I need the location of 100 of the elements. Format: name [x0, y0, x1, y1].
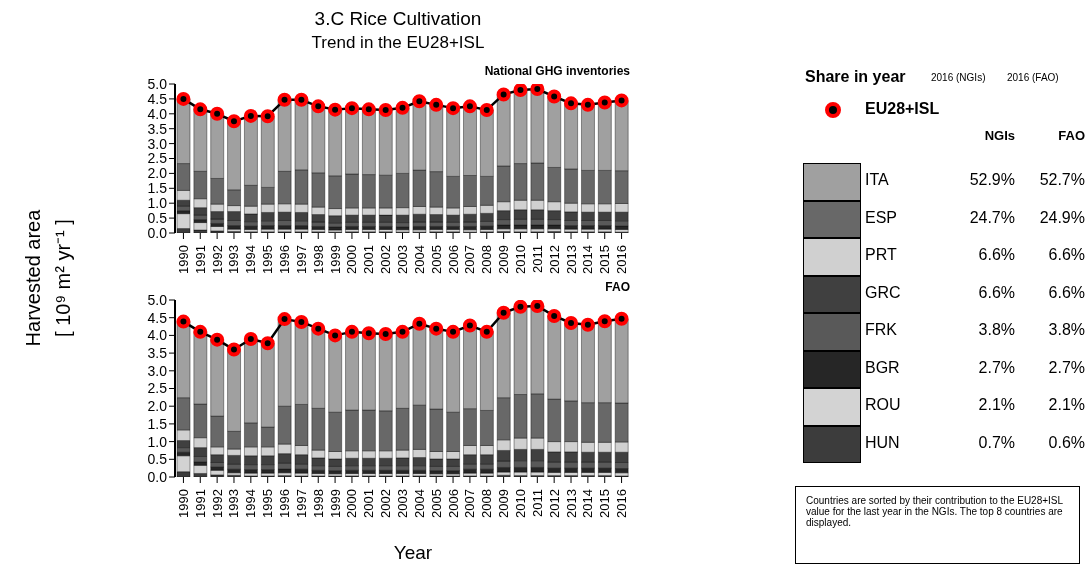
- legend-label: EU28+ISL: [865, 100, 940, 118]
- y-tick-label: 4.0: [147, 327, 168, 344]
- x-tick-label: 1992: [209, 489, 225, 518]
- x-axis-title: Year: [392, 542, 434, 564]
- x-tick-label: 2007: [462, 489, 478, 518]
- legend-label: ITA: [865, 171, 889, 189]
- legend-label: ESP: [865, 208, 898, 227]
- text: 2.7%: [977, 358, 1015, 377]
- y-tick-label: 0.5: [147, 451, 168, 468]
- x-tick-label: 1990: [175, 489, 191, 518]
- x-tick-label: 2002: [378, 489, 394, 518]
- y-tick-label: 3.0: [147, 135, 168, 152]
- y-tick-label: 3.5: [147, 120, 168, 137]
- x-tick-label: 2015: [597, 489, 613, 518]
- x-tick-label: 1993: [226, 245, 242, 274]
- x-tick-label: 2007: [462, 245, 478, 274]
- text: 6.6%: [977, 246, 1015, 264]
- text: 0.6%: [1047, 433, 1085, 452]
- text: 52.7%: [1038, 171, 1085, 189]
- x-tick-label: 2002: [378, 245, 394, 274]
- x-tick-label: 1999: [327, 245, 343, 274]
- text: 24.9%: [1038, 208, 1085, 227]
- x-tick-label: 2013: [563, 245, 579, 274]
- x-tick-label: 1994: [243, 245, 259, 274]
- x-tick-label: 2010: [512, 245, 528, 274]
- text: 3.8%: [977, 321, 1015, 339]
- y-tick-label: 4.5: [147, 309, 168, 326]
- x-tick-label: 2016: [614, 489, 630, 518]
- y-tick-label: 2.5: [147, 380, 168, 397]
- legend-title: Share in year: [805, 68, 906, 86]
- text: 52.9%: [968, 171, 1015, 189]
- text: 24.7%: [968, 208, 1015, 227]
- x-tick-label: 2004: [411, 245, 427, 274]
- x-tick-label: 1996: [277, 245, 293, 274]
- legend-label: PRT: [865, 246, 897, 264]
- x-tick-label: 2008: [479, 489, 495, 518]
- x-tick-label: 1991: [192, 245, 208, 274]
- text: NGIs: [983, 128, 1015, 143]
- x-tick-label: 1992: [209, 245, 225, 274]
- x-tick-label: 2005: [428, 245, 444, 274]
- legend-label: BGR: [865, 358, 900, 377]
- y-tick-label: 2.0: [147, 398, 168, 415]
- chart-title: FAO: [604, 280, 630, 294]
- text: Countries are sorted by their contribution to the EU28+ISL value for the last year in the NGIs. The top 8 countries are displayed.: [795, 486, 1080, 564]
- text: 2.7%: [1047, 358, 1085, 377]
- x-tick-label: 2006: [445, 489, 461, 518]
- x-tick-label: 1995: [260, 245, 276, 274]
- x-tick-label: 2000: [344, 245, 360, 274]
- text: FAO: [1057, 128, 1085, 143]
- x-tick-label: 2010: [512, 489, 528, 518]
- y-tick-label: 4.0: [147, 105, 168, 122]
- y-tick-label: 5.0: [147, 291, 168, 308]
- text: 6.6%: [1047, 246, 1085, 264]
- y-tick-label: 3.0: [147, 362, 168, 379]
- y-axis-title: Harvested area [ 10⁹ m² yr⁻¹ ]: [21, 209, 75, 347]
- x-tick-label: 1991: [192, 489, 208, 518]
- y-tick-label: 1.5: [147, 415, 168, 432]
- text: 2016 (NGIs): [931, 72, 986, 83]
- x-tick-label: 2009: [496, 489, 512, 518]
- x-tick-label: 1993: [226, 489, 242, 518]
- y-tick-label: 2.0: [147, 165, 168, 182]
- y-tick-label: 1.5: [147, 180, 168, 197]
- x-tick-label: 2012: [546, 489, 562, 518]
- x-tick-label: 2003: [395, 489, 410, 518]
- x-tick-label: 1990: [175, 245, 191, 274]
- y-tick-label: 1.0: [147, 433, 168, 450]
- x-tick-label: 2009: [496, 245, 512, 274]
- chart-subtitle: Trend in the EU28+ISL: [310, 33, 486, 53]
- x-tick-label: 2016: [614, 245, 630, 274]
- x-tick-label: 2005: [428, 489, 444, 518]
- x-tick-label: 1995: [260, 489, 276, 518]
- text: 0.7%: [977, 433, 1015, 452]
- x-tick-label: 2015: [597, 245, 613, 274]
- legend-label: GRC: [865, 283, 901, 302]
- x-tick-label: 2012: [546, 245, 562, 274]
- x-tick-label: 2013: [563, 489, 579, 518]
- text: 6.6%: [1047, 283, 1085, 302]
- text: 2.1%: [1047, 396, 1085, 414]
- text: 2016 (FAO): [1007, 72, 1059, 83]
- y-tick-label: 2.5: [147, 150, 168, 167]
- x-tick-label: 2011: [529, 245, 545, 273]
- text: 3.8%: [1047, 321, 1085, 339]
- x-tick-label: 1994: [243, 489, 259, 518]
- x-tick-label: 2006: [445, 245, 461, 274]
- y-tick-label: 3.5: [147, 345, 168, 362]
- y-tick-label: 5.0: [147, 75, 168, 92]
- text: 6.6%: [977, 283, 1015, 302]
- x-tick-label: 2003: [395, 245, 410, 274]
- y-tick-label: 0.0: [147, 468, 168, 485]
- y-tick-label: 1.0: [147, 195, 168, 212]
- x-tick-label: 2004: [411, 489, 427, 518]
- x-tick-label: 1996: [277, 489, 293, 518]
- legend-label: HUN: [865, 433, 900, 452]
- x-tick-label: 2001: [361, 245, 377, 274]
- x-tick-label: 2001: [361, 489, 377, 518]
- x-tick-label: 2008: [479, 245, 495, 274]
- y-tick-label: 4.5: [147, 90, 168, 107]
- legend-label: ROU: [865, 396, 901, 414]
- legend-label: FRK: [865, 321, 897, 339]
- text: 2.1%: [977, 396, 1015, 414]
